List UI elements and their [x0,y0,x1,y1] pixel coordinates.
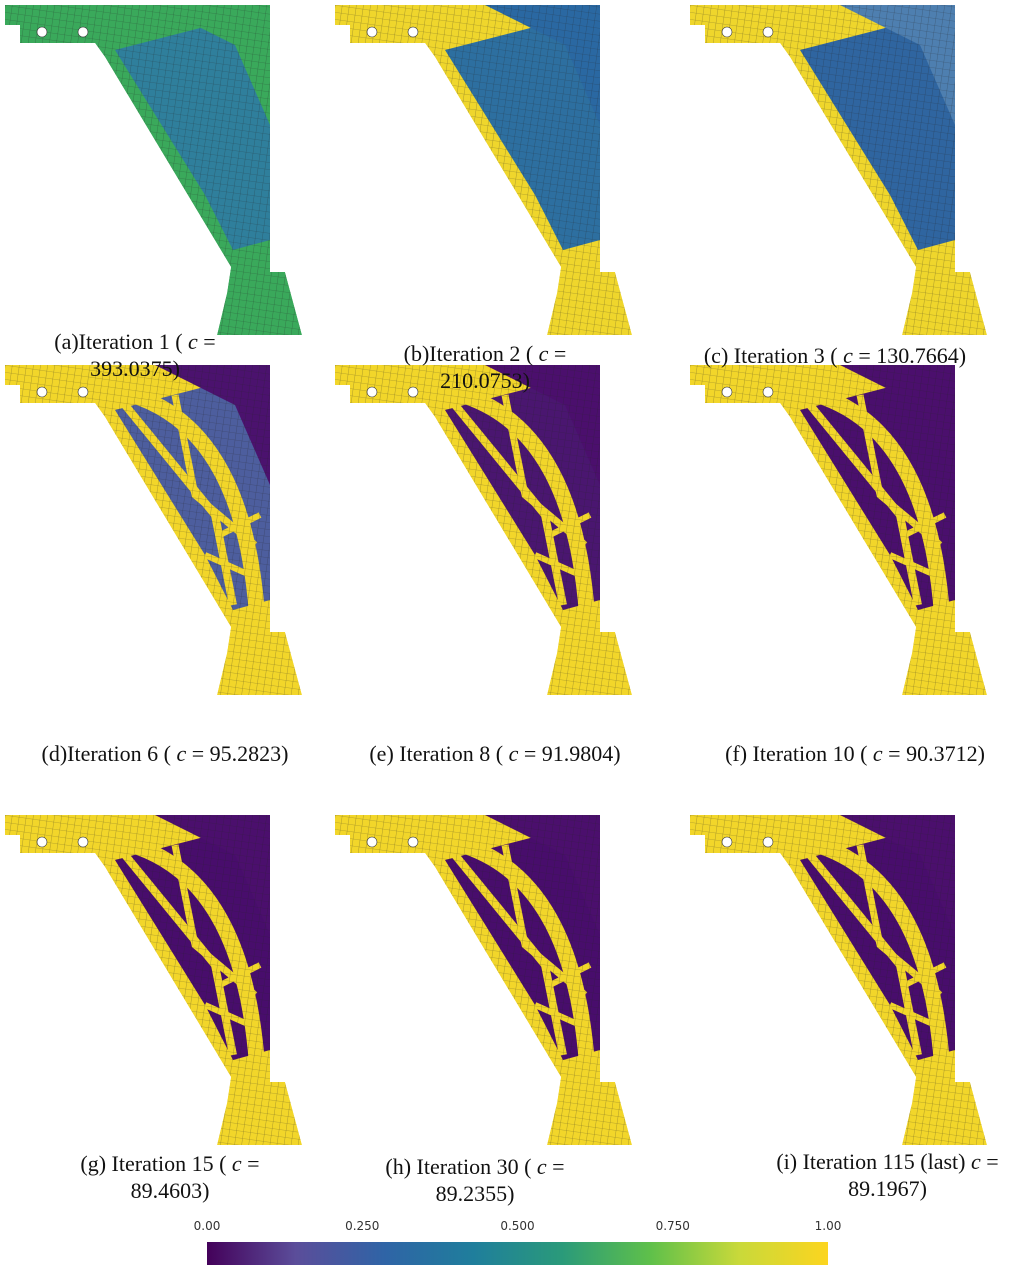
caption: (a)Iteration 1 ( c = 393.0375) [10,328,260,382]
mesh [690,5,987,335]
caption-label: (i) Iteration 115 (last) [776,1149,965,1174]
caption-var: c [509,741,519,766]
panel-image [5,5,302,335]
density-field [5,365,302,695]
hole [763,387,773,397]
caption-var: c [537,1154,547,1179]
hole [722,387,732,397]
caption: (g) Iteration 15 ( c = 89.4603) [40,1150,300,1204]
hole [37,387,47,397]
panel-image [5,815,302,1145]
caption-var: c [188,329,198,354]
density-field [690,365,987,695]
caption-label: (b)Iteration 2 ( [404,341,534,366]
hole [408,27,418,37]
density-field [5,815,302,1145]
caption-var: c [971,1149,981,1174]
panel-image [690,5,987,335]
density-field [335,365,632,695]
hole [78,27,88,37]
caption-label: (h) Iteration 30 ( [385,1154,531,1179]
colorbar-tick-label: 1.00 [815,1219,842,1233]
panel-image [335,5,632,335]
caption: (f) Iteration 10 ( c = 90.3712) [690,740,1011,767]
hole [37,837,47,847]
mesh [5,365,302,695]
caption-rest: = 95.2823) [192,741,289,766]
density-field [335,815,632,1145]
caption: (c) Iteration 3 ( c = 130.7664) [665,342,1005,369]
colorbar-tick-label: 0.750 [656,1219,690,1233]
density-field [5,5,302,335]
colorbar-tick-label: 0.500 [500,1219,534,1233]
caption: (i) Iteration 115 (last) c = 89.1967) [765,1148,1010,1202]
panel-image [335,365,632,695]
panels [0,0,1011,1215]
colorbar-tick-label: 0.250 [345,1219,379,1233]
caption-label: (d)Iteration 6 ( [42,741,172,766]
mesh [690,815,987,1145]
caption-var: c [177,741,187,766]
colorbar-tick-label: 0.00 [194,1219,221,1233]
caption-rest: = 130.7664) [858,343,966,368]
hole [78,387,88,397]
colorbar [207,1242,828,1265]
mesh [5,815,302,1145]
density-field [335,5,632,335]
hole [763,27,773,37]
panel-image [690,815,987,1145]
caption-rest: = 90.3712) [888,741,985,766]
caption-var: c [539,341,549,366]
mesh [335,365,632,695]
caption-var: c [232,1151,242,1176]
caption: (b)Iteration 2 ( c = 210.0753) [365,340,605,394]
panel-image [5,365,302,695]
mesh [335,815,632,1145]
caption: (h) Iteration 30 ( c = 89.2355) [345,1153,605,1207]
mesh [5,5,302,335]
caption-label: (g) Iteration 15 ( [80,1151,226,1176]
caption-label: (c) Iteration 3 ( [704,343,838,368]
hole [408,837,418,847]
caption-label: (a)Iteration 1 ( [54,329,182,354]
hole [78,837,88,847]
density-field [690,815,987,1145]
panel-image [335,815,632,1145]
caption-label: (e) Iteration 8 ( [369,741,503,766]
hole [722,837,732,847]
hole [37,27,47,37]
hole [763,837,773,847]
panel-image [690,365,987,695]
caption: (d)Iteration 6 ( c = 95.2823) [0,740,330,767]
mesh [690,365,987,695]
hole [367,27,377,37]
caption-rest: = 91.9804) [524,741,621,766]
density-field [690,5,987,335]
hole [722,27,732,37]
caption-label: (f) Iteration 10 ( [725,741,867,766]
caption-var: c [843,343,853,368]
caption: (e) Iteration 8 ( c = 91.9804) [330,740,660,767]
hole [367,837,377,847]
mesh [335,5,632,335]
figure: (a)Iteration 1 ( c = 393.0375) (b)Iterati… [0,0,1011,1265]
caption-var: c [873,741,883,766]
